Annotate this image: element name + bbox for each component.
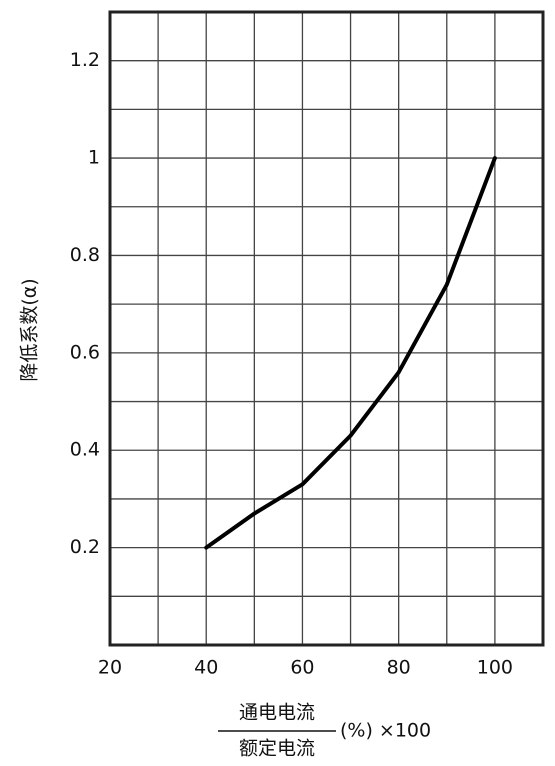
y-tick-label: 1.2 [70,49,100,71]
y-tick-label: 0.2 [70,536,100,558]
x-tick-label: 40 [194,657,218,679]
x-label-suffix: (%) ×100 [340,720,431,742]
x-tick-label: 100 [477,657,513,679]
y-axis-label: 降低系数(α) [19,278,41,381]
y-tick-label: 0.8 [70,244,100,266]
y-tick-label: 0.6 [70,341,100,363]
x-label-numerator: 通电电流 [239,702,315,724]
x-tick-label: 80 [387,657,411,679]
data-line [204,156,497,550]
x-tick-label: 20 [98,657,122,679]
y-tick-label: 0.4 [70,439,100,461]
x-label-denominator: 额定电流 [239,738,315,760]
x-tick-label: 60 [290,657,314,679]
plot-frame [108,10,545,647]
y-tick-label: 1 [88,147,100,169]
